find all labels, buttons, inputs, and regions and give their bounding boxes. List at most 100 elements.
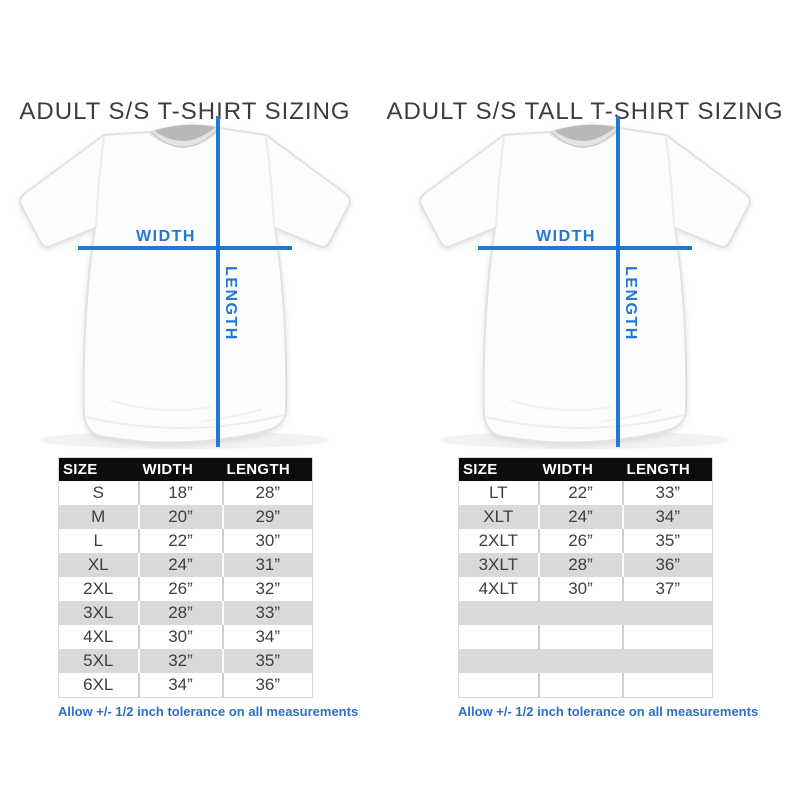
size-cell: 3XLT — [478, 555, 518, 574]
table-row — [458, 649, 713, 673]
width-cell: 26” — [537, 529, 623, 553]
width-cell — [537, 673, 623, 698]
table-row: 4XL 30” 34” — [58, 625, 313, 649]
size-cell: 4XLT — [478, 579, 518, 598]
regular-size-table: SIZE WIDTH LENGTH S 18” 28” M 20” 29” L 22” 30” XL 24… — [58, 457, 313, 698]
length-cell: 33” — [621, 481, 713, 505]
tshirt-icon — [410, 112, 760, 457]
width-cell: 24” — [537, 505, 623, 529]
width-cell: 34” — [137, 673, 223, 698]
table-row: 3XLT 28” 36” — [458, 553, 713, 577]
length-cell — [621, 625, 713, 649]
length-cell: 37” — [621, 577, 713, 601]
size-cell: M — [91, 507, 106, 526]
table-row — [458, 625, 713, 649]
width-cell: 26” — [137, 577, 223, 601]
table-row: M 20” 29” — [58, 505, 313, 529]
width-cell: 20” — [137, 505, 223, 529]
length-cell: 35” — [221, 649, 313, 673]
length-cell — [621, 673, 713, 698]
width-cell: 28” — [537, 553, 623, 577]
size-cell: S — [92, 483, 104, 502]
column-header: SIZE — [458, 457, 539, 481]
width-label: WIDTH — [136, 228, 196, 245]
width-cell: 30” — [537, 577, 623, 601]
table-row: 6XL 34” 36” — [58, 673, 313, 698]
column-header: SIZE — [58, 457, 139, 481]
table-row — [458, 673, 713, 698]
size-cell: 6XL — [83, 675, 114, 694]
tall-size-table: SIZE WIDTH LENGTH LT 22” 33” XLT 24” 34” 2XLT 26” 3… — [458, 457, 713, 698]
length-cell — [621, 601, 713, 625]
width-label: WIDTH — [536, 228, 596, 245]
table-row: 4XLT 30” 37” — [458, 577, 713, 601]
regular-sizing-panel: ADULT S/S T-SHIRT SIZING WIDTH LENGTH SI… — [15, 0, 359, 800]
header-row: SIZE WIDTH LENGTH — [58, 457, 313, 481]
width-cell: 28” — [137, 601, 223, 625]
size-cell — [459, 649, 539, 673]
size-cell — [459, 601, 539, 625]
length-cell: 31” — [221, 553, 313, 577]
table-row: L 22” 30” — [58, 529, 313, 553]
width-cell: 22” — [537, 481, 623, 505]
column-header: LENGTH — [222, 457, 313, 481]
length-measure-line — [616, 116, 620, 447]
table-row — [458, 601, 713, 625]
length-cell: 33” — [221, 601, 313, 625]
size-cell: 4XL — [83, 627, 114, 646]
size-cell: XL — [87, 555, 109, 574]
table-row: XL 24” 31” — [58, 553, 313, 577]
length-cell — [621, 649, 713, 673]
size-cell: L — [93, 531, 103, 550]
column-header: WIDTH — [538, 457, 623, 481]
table-row: XLT 24” 34” — [458, 505, 713, 529]
tall-sizing-title: ADULT S/S TALL T-SHIRT SIZING — [386, 97, 784, 125]
length-cell: 29” — [221, 505, 313, 529]
width-cell: 22” — [137, 529, 223, 553]
length-label: LENGTH — [222, 266, 239, 341]
column-header: WIDTH — [138, 457, 223, 481]
width-measure-line — [478, 246, 692, 250]
length-cell: 32” — [221, 577, 313, 601]
width-cell: 32” — [137, 649, 223, 673]
size-cell: LT — [488, 483, 508, 502]
tshirt-graphic — [410, 112, 760, 457]
length-measure-line — [216, 116, 220, 447]
length-cell: 30” — [221, 529, 313, 553]
size-cell: XLT — [483, 507, 514, 526]
width-cell: 24” — [137, 553, 223, 577]
table-row: LT 22” 33” — [458, 481, 713, 505]
column-header: LENGTH — [622, 457, 713, 481]
size-cell: 5XL — [83, 651, 114, 670]
size-cell — [459, 625, 539, 649]
tolerance-note: Allow +/- 1/2 inch tolerance on all meas… — [58, 704, 359, 719]
tolerance-note: Allow +/- 1/2 inch tolerance on all meas… — [458, 704, 759, 719]
size-cell: 2XL — [83, 579, 114, 598]
tshirt-icon — [10, 112, 360, 457]
length-cell: 34” — [221, 625, 313, 649]
length-cell: 34” — [621, 505, 713, 529]
table-row: 5XL 32” 35” — [58, 649, 313, 673]
table-row: 2XLT 26” 35” — [458, 529, 713, 553]
width-cell — [537, 601, 623, 625]
length-cell: 36” — [221, 673, 313, 698]
tall-sizing-panel: ADULT S/S TALL T-SHIRT SIZING WIDTH LENG… — [386, 0, 782, 800]
size-cell: 2XLT — [478, 531, 518, 550]
width-cell: 18” — [137, 481, 223, 505]
length-cell: 28” — [221, 481, 313, 505]
table-row: 3XL 28” 33” — [58, 601, 313, 625]
length-cell: 35” — [621, 529, 713, 553]
size-cell: 3XL — [83, 603, 114, 622]
header-row: SIZE WIDTH LENGTH — [458, 457, 713, 481]
length-label: LENGTH — [622, 266, 639, 341]
length-cell: 36” — [621, 553, 713, 577]
width-cell — [537, 625, 623, 649]
regular-sizing-title: ADULT S/S T-SHIRT SIZING — [19, 97, 351, 125]
width-measure-line — [78, 246, 292, 250]
tshirt-graphic — [10, 112, 360, 457]
table-row: S 18” 28” — [58, 481, 313, 505]
width-cell: 30” — [137, 625, 223, 649]
size-cell — [459, 673, 539, 698]
table-row: 2XL 26” 32” — [58, 577, 313, 601]
